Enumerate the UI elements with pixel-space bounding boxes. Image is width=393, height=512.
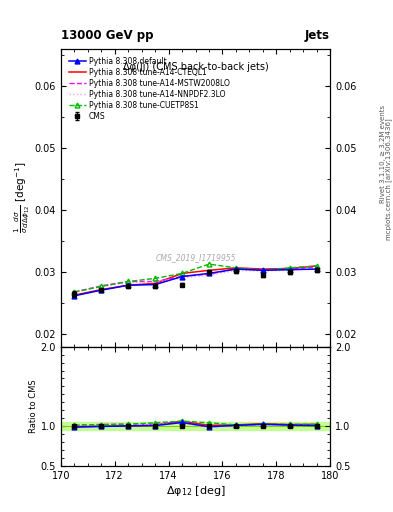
Pythia 8.308 tune-A14-MSTW2008LO — [153, 279, 158, 285]
Pythia 8.308 default — [153, 282, 158, 288]
Pythia 8.308 default — [287, 267, 292, 273]
Pythia 8.308 default — [99, 287, 104, 293]
Pythia 8.308 tune-A14-CTEQL1 — [72, 292, 77, 298]
Pythia 8.308 tune-A14-MSTW2008LO — [72, 289, 77, 295]
Pythia 8.308 tune-A14-MSTW2008LO — [287, 266, 292, 272]
Pythia 8.308 tune-A14-NNPDF2.3LO — [180, 275, 184, 281]
Pythia 8.308 tune-A14-NNPDF2.3LO — [287, 267, 292, 273]
Pythia 8.308 tune-A14-CTEQL1 — [126, 282, 130, 288]
Text: CMS_2019_I1719955: CMS_2019_I1719955 — [155, 253, 236, 262]
Pythia 8.308 tune-A14-MSTW2008LO — [99, 283, 104, 289]
Line: Pythia 8.308 tune-CUETP8S1: Pythia 8.308 tune-CUETP8S1 — [72, 262, 319, 294]
Pythia 8.308 tune-A14-NNPDF2.3LO — [72, 289, 77, 295]
Pythia 8.308 tune-A14-NNPDF2.3LO — [126, 280, 130, 286]
Pythia 8.308 tune-CUETP8S1 — [287, 265, 292, 271]
Pythia 8.308 tune-CUETP8S1 — [153, 275, 158, 282]
Pythia 8.308 tune-CUETP8S1 — [314, 263, 319, 269]
Legend: Pythia 8.308 default, Pythia 8.308 tune-A14-CTEQL1, Pythia 8.308 tune-A14-MSTW20: Pythia 8.308 default, Pythia 8.308 tune-… — [68, 55, 231, 122]
Pythia 8.308 default — [207, 270, 211, 276]
Pythia 8.308 tune-A14-CTEQL1 — [233, 265, 238, 271]
Text: Δφ(jj) (CMS back-to-back jets): Δφ(jj) (CMS back-to-back jets) — [123, 62, 268, 72]
Pythia 8.308 tune-CUETP8S1 — [207, 261, 211, 267]
Pythia 8.308 tune-A14-NNPDF2.3LO — [314, 265, 319, 271]
Text: mcplots.cern.ch [arXiv:1306.3436]: mcplots.cern.ch [arXiv:1306.3436] — [386, 118, 393, 240]
Y-axis label: Ratio to CMS: Ratio to CMS — [29, 379, 38, 433]
Line: Pythia 8.308 tune-A14-CTEQL1: Pythia 8.308 tune-A14-CTEQL1 — [74, 266, 317, 295]
Pythia 8.308 tune-A14-NNPDF2.3LO — [153, 279, 158, 285]
Pythia 8.308 default — [233, 266, 238, 272]
Line: Pythia 8.308 tune-A14-NNPDF2.3LO: Pythia 8.308 tune-A14-NNPDF2.3LO — [74, 268, 317, 292]
Pythia 8.308 tune-CUETP8S1 — [99, 284, 104, 290]
Pythia 8.308 tune-A14-CTEQL1 — [314, 263, 319, 269]
Text: Rivet 3.1.10, ≥ 3.2M events: Rivet 3.1.10, ≥ 3.2M events — [380, 104, 386, 203]
Pythia 8.308 tune-A14-MSTW2008LO — [314, 264, 319, 270]
Pythia 8.308 tune-A14-CTEQL1 — [180, 270, 184, 276]
Pythia 8.308 tune-A14-CTEQL1 — [153, 280, 158, 286]
Y-axis label: $\frac{1}{\sigma}\frac{d\sigma}{d\Delta\phi_{12}}$ [deg$^{-1}$]: $\frac{1}{\sigma}\frac{d\sigma}{d\Delta\… — [12, 162, 32, 233]
Pythia 8.308 default — [72, 293, 77, 299]
Pythia 8.308 tune-A14-NNPDF2.3LO — [207, 272, 211, 279]
Pythia 8.308 tune-A14-MSTW2008LO — [207, 271, 211, 277]
Pythia 8.308 tune-CUETP8S1 — [72, 289, 77, 295]
Pythia 8.308 tune-A14-NNPDF2.3LO — [233, 267, 238, 273]
Line: Pythia 8.308 tune-A14-MSTW2008LO: Pythia 8.308 tune-A14-MSTW2008LO — [74, 267, 317, 292]
Pythia 8.308 tune-A14-MSTW2008LO — [261, 267, 265, 273]
Pythia 8.308 default — [180, 273, 184, 280]
Pythia 8.308 tune-A14-MSTW2008LO — [233, 266, 238, 272]
Pythia 8.308 tune-CUETP8S1 — [180, 270, 184, 276]
Pythia 8.308 tune-A14-CTEQL1 — [99, 287, 104, 293]
Text: Jets: Jets — [305, 29, 330, 42]
Pythia 8.308 default — [314, 266, 319, 272]
Pythia 8.308 tune-A14-CTEQL1 — [261, 266, 265, 272]
Pythia 8.308 tune-A14-MSTW2008LO — [126, 279, 130, 285]
Pythia 8.308 tune-CUETP8S1 — [261, 267, 265, 273]
Pythia 8.308 tune-A14-MSTW2008LO — [180, 273, 184, 280]
Pythia 8.308 tune-A14-NNPDF2.3LO — [261, 268, 265, 274]
Pythia 8.308 default — [126, 282, 130, 288]
Pythia 8.308 tune-A14-NNPDF2.3LO — [99, 284, 104, 290]
Line: Pythia 8.308 default: Pythia 8.308 default — [72, 267, 319, 298]
Bar — [61, 422, 330, 430]
Pythia 8.308 default — [261, 267, 265, 273]
X-axis label: Δφ$_{12}$ [deg]: Δφ$_{12}$ [deg] — [166, 483, 225, 498]
Pythia 8.308 tune-A14-CTEQL1 — [207, 267, 211, 273]
Text: 13000 GeV pp: 13000 GeV pp — [61, 29, 153, 42]
Pythia 8.308 tune-CUETP8S1 — [233, 265, 238, 271]
Pythia 8.308 tune-A14-CTEQL1 — [287, 265, 292, 271]
Pythia 8.308 tune-CUETP8S1 — [126, 279, 130, 285]
